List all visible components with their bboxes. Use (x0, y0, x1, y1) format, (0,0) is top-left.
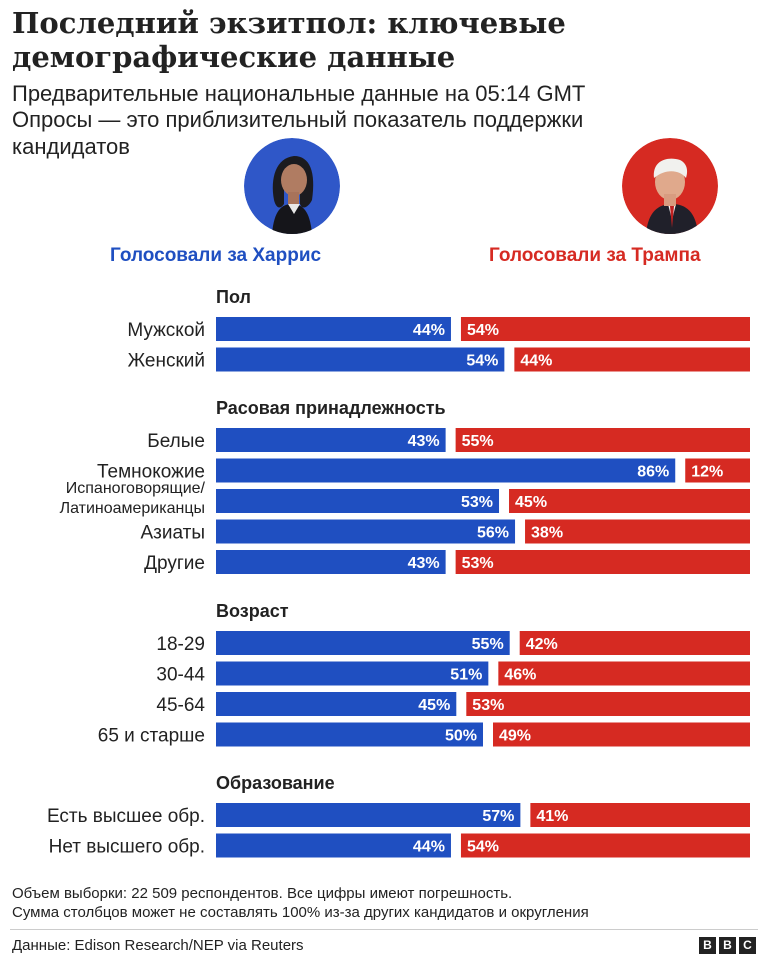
trump-value-label: 38% (531, 525, 563, 542)
category-label: Азиаты (140, 523, 205, 544)
trump-value-label: 54% (467, 322, 499, 339)
harris-bar (216, 550, 446, 574)
harris-value-label: 43% (408, 555, 440, 572)
trump-bar (685, 458, 750, 483)
category-label: Другие (144, 553, 205, 574)
trump-bar (460, 833, 750, 858)
category-label: Латиноамериканцы (60, 500, 205, 517)
harris-value-label: 56% (477, 525, 509, 542)
harris-value-label: 50% (445, 728, 477, 745)
trump-value-label: 41% (536, 808, 568, 825)
trump-bar (514, 347, 750, 372)
harris-value-label: 55% (472, 636, 504, 653)
bbc-logo: B B C (699, 937, 756, 954)
trump-value-label: 46% (504, 667, 536, 684)
harris-value-label: 44% (413, 839, 445, 856)
harris-bar (216, 428, 446, 452)
harris-bar (216, 631, 510, 655)
harris-bar (216, 833, 451, 858)
category-label: Мужской (127, 320, 205, 341)
harris-value-label: 86% (637, 464, 669, 481)
harris-bar (216, 489, 500, 513)
harris-bar (216, 519, 516, 544)
category-label: Испаноговорящие/ (66, 480, 206, 497)
category-label: Есть высшее обр. (47, 806, 205, 827)
trump-value-label: 12% (691, 464, 723, 481)
bbc-logo-c: C (739, 937, 756, 954)
group-heading: Образование (216, 773, 335, 793)
category-label: 45-64 (156, 695, 205, 716)
category-label: Темнокожие (97, 462, 205, 483)
trump-value-label: 44% (520, 353, 552, 370)
harris-value-label: 57% (482, 808, 514, 825)
harris-bar (216, 803, 521, 827)
trump-value-label: 53% (472, 697, 504, 714)
harris-value-label: 44% (413, 322, 445, 339)
harris-value-label: 51% (450, 667, 482, 684)
group-heading: Расовая принадлежность (216, 398, 446, 418)
group-heading: Возраст (216, 601, 289, 621)
trump-bar (530, 803, 750, 827)
footnote-rounding: Сумма столбцов может не составлять 100% … (12, 904, 589, 921)
harris-bar (216, 692, 457, 716)
trump-value-label: 49% (499, 728, 531, 745)
category-label: 18-29 (156, 634, 205, 655)
exit-poll-chart: Пол Мужской 44% 54% Женский 54% 44% Расовая при… (47, 287, 750, 858)
harris-value-label: 43% (408, 433, 440, 450)
trump-bar (455, 428, 750, 452)
category-label: Нет высшего обр. (49, 837, 205, 858)
harris-bar (216, 661, 489, 686)
harris-bar (216, 458, 676, 483)
bbc-logo-b2: B (719, 937, 736, 954)
harris-portrait (244, 138, 340, 234)
harris-value-label: 54% (466, 353, 498, 370)
trump-value-label: 45% (515, 494, 547, 511)
chart-subtitle-note: Опросы — это приблизительный показатель … (12, 107, 584, 159)
category-label: 65 и старше (98, 726, 205, 747)
harris-bar (216, 347, 505, 372)
trump-value-label: 42% (526, 636, 558, 653)
trump-bar (455, 550, 750, 574)
trump-bar (498, 661, 750, 686)
trump-bar (509, 489, 750, 513)
trump-bar (525, 519, 750, 544)
harris-bar (216, 317, 451, 341)
category-label: 30-44 (156, 665, 205, 686)
trump-bar (493, 722, 750, 747)
trump-bar (466, 692, 750, 716)
source-note: Данные: Edison Research/NEP via Reuters (12, 937, 304, 954)
trump-legend-label: Голосовали за Трампа (489, 245, 701, 266)
trump-value-label: 55% (462, 433, 494, 450)
footnote-sample: Объем выборки: 22 509 респондентов. Все … (12, 885, 513, 902)
trump-value-label: 53% (462, 555, 494, 572)
trump-portrait (622, 138, 718, 234)
bbc-logo-b1: B (699, 937, 716, 954)
harris-bar (216, 722, 483, 747)
category-label: Белые (147, 431, 205, 452)
trump-value-label: 54% (467, 839, 499, 856)
chart-title: Последний экзитпол: ключевые демографиче… (12, 6, 566, 74)
category-label: Женский (128, 351, 205, 372)
chart-subtitle: Предварительные национальные данные на 0… (12, 81, 586, 106)
group-heading: Пол (216, 287, 251, 307)
harris-value-label: 45% (418, 697, 450, 714)
source-divider (10, 929, 758, 930)
trump-bar (519, 631, 750, 655)
harris-legend-label: Голосовали за Харрис (110, 245, 322, 266)
trump-bar (460, 317, 750, 341)
harris-value-label: 53% (461, 494, 493, 511)
